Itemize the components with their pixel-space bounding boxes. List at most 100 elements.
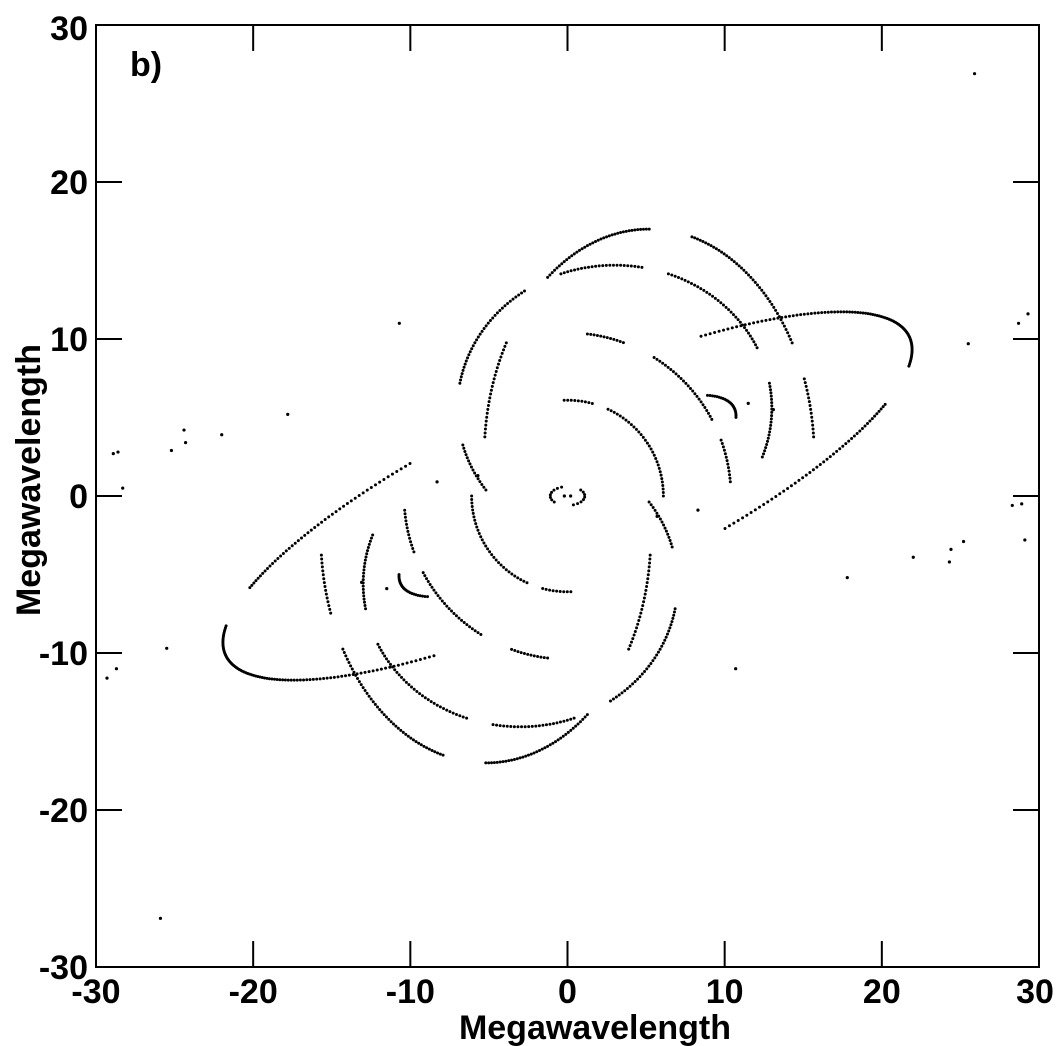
data-point: [273, 559, 277, 563]
data-point: [655, 653, 659, 657]
data-point: [758, 286, 762, 290]
data-point: [749, 275, 753, 279]
data-point: [651, 506, 655, 510]
data-point: [484, 423, 488, 427]
data-point: [532, 654, 536, 658]
data-point: [612, 410, 616, 414]
data-point: [633, 264, 637, 268]
data-point: [462, 446, 466, 450]
data-point: [324, 592, 328, 596]
data-point: [432, 701, 436, 705]
data-point: [627, 229, 631, 233]
data-point: [636, 228, 640, 232]
data-point: [509, 725, 513, 729]
data-point: [366, 545, 370, 549]
data-point: [548, 493, 552, 497]
data-point: [713, 394, 717, 398]
data-point: [835, 449, 839, 453]
data-point: [351, 673, 355, 677]
data-point: [363, 604, 367, 608]
data-point: [852, 434, 856, 438]
data-point: [630, 228, 634, 232]
data-point: [664, 529, 668, 533]
data-point: [809, 411, 813, 415]
data-point: [667, 629, 671, 633]
data-point: [649, 503, 653, 507]
data-point: [743, 326, 747, 330]
data-point: [643, 592, 647, 596]
data-point: [378, 708, 382, 712]
data-point: [517, 293, 521, 297]
data-point: [519, 578, 523, 582]
data-point: [647, 664, 651, 668]
data-point: [966, 342, 970, 346]
data-point: [489, 392, 493, 396]
data-point: [562, 398, 566, 402]
data-point: [367, 670, 371, 674]
data-point: [360, 580, 364, 584]
data-point: [701, 403, 705, 407]
data-point: [813, 311, 817, 315]
data-point: [769, 394, 773, 398]
data-point: [652, 453, 656, 457]
data-point: [670, 273, 674, 277]
data-point: [412, 550, 416, 554]
data-point: [786, 486, 790, 490]
data-point: [570, 254, 574, 258]
data-point: [1026, 312, 1030, 316]
data-point: [258, 675, 262, 679]
data-point: [638, 615, 642, 619]
data-point: [290, 544, 294, 548]
data-point: [635, 626, 639, 630]
data-point: [789, 338, 793, 341]
data-point: [771, 408, 775, 412]
data-point: [270, 677, 274, 681]
data-point: [504, 341, 508, 345]
data-point: [321, 569, 325, 573]
data-point: [428, 582, 432, 586]
data-point: [641, 435, 645, 439]
data-point: [400, 675, 404, 679]
data-point: [658, 470, 662, 474]
data-point: [393, 668, 397, 672]
data-point: [405, 522, 409, 526]
data-point: [423, 656, 427, 660]
data-point: [807, 400, 811, 404]
data-point: [448, 710, 452, 714]
data-point: [470, 494, 474, 498]
data-point: [323, 518, 327, 522]
data-point: [636, 677, 640, 681]
data-point: [661, 494, 665, 498]
data-point: [438, 596, 442, 600]
data-point: [672, 610, 676, 614]
data-point: [327, 604, 331, 608]
data-point: [1010, 503, 1014, 508]
data-point: [866, 312, 870, 316]
data-point: [706, 242, 710, 246]
data-point: [633, 228, 637, 232]
data-point: [609, 699, 612, 703]
data-point: [826, 310, 830, 314]
data-point: [320, 561, 324, 565]
data-point: [853, 310, 857, 314]
data-point: [403, 515, 407, 519]
data-point: [590, 265, 594, 269]
data-point: [583, 493, 587, 497]
data-point: [468, 350, 472, 354]
data-point: [341, 647, 345, 651]
data-point: [695, 394, 699, 398]
data-point: [1023, 538, 1027, 542]
data-point: [491, 381, 495, 385]
data-point: [513, 649, 517, 653]
data-point: [464, 453, 468, 457]
data-point: [728, 476, 732, 480]
data-point: [850, 437, 854, 441]
data-point: [510, 572, 514, 576]
data-point: [627, 647, 631, 651]
data-point: [691, 389, 695, 393]
data-point: [782, 324, 786, 328]
data-point: [767, 433, 771, 437]
data-point: [309, 528, 313, 532]
data-point: [559, 736, 563, 740]
data-point: [325, 676, 329, 680]
